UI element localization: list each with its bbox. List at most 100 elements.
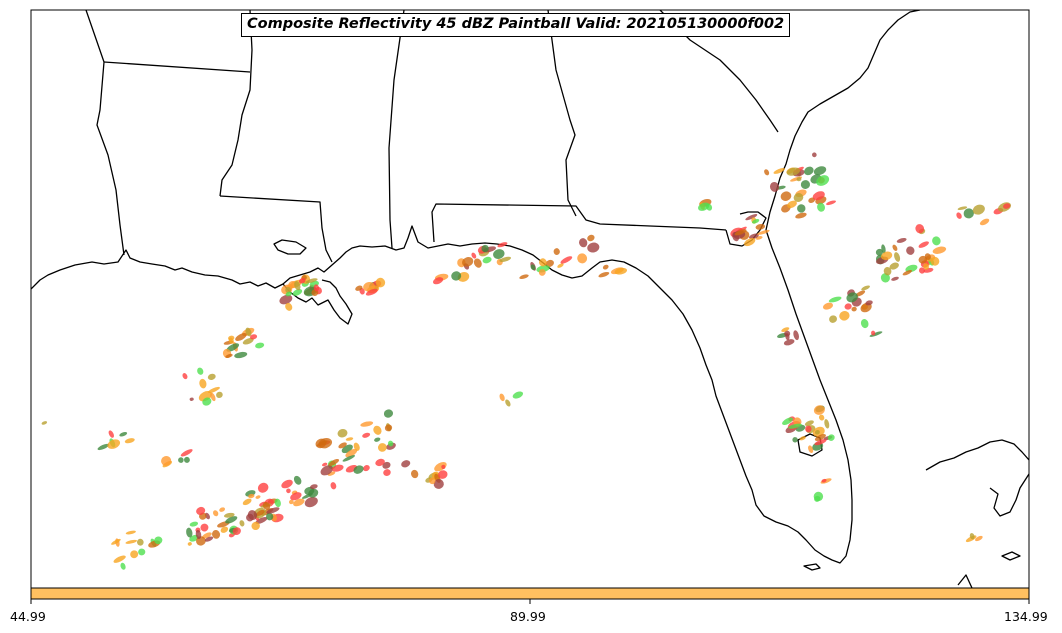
paintball-blob [482, 256, 492, 264]
paintball-blob [512, 391, 524, 399]
paintball-blob [186, 527, 193, 538]
paintball-blob [432, 277, 444, 285]
paintball-blob [310, 484, 318, 490]
paintball-blob [375, 458, 385, 467]
paintball-blob [846, 292, 858, 303]
paintball-blob [919, 267, 926, 274]
alabama-florida-border [431, 203, 727, 243]
paintball-blob [200, 523, 209, 532]
colorbar-tick-label-max: 134.99 [1004, 609, 1048, 624]
paintball-blob [932, 236, 941, 246]
texas-louisiana-border [85, 10, 125, 256]
paintball-blob [957, 206, 968, 211]
arkansas-louisiana-border [103, 61, 251, 73]
paintball-blob [242, 337, 254, 345]
cuba-coastline [925, 439, 1029, 517]
paintball-blob [212, 530, 221, 539]
paintball-blob [338, 442, 347, 449]
paintball-blob [184, 456, 190, 463]
paintball-blob [178, 457, 184, 463]
paintball-blob [429, 477, 436, 485]
paintball-blob [365, 288, 378, 296]
paintball-blob [814, 495, 821, 502]
paintball-blob [773, 168, 785, 174]
paintball-blob [505, 399, 511, 407]
paintball-blob [384, 424, 393, 432]
paintball-blob [473, 258, 482, 268]
paintball-blob [871, 330, 876, 336]
paintball-blob [902, 269, 913, 276]
paintball-blob [785, 333, 790, 341]
paintball-blob [363, 465, 370, 472]
paintball-blob [377, 443, 387, 452]
paintball-blob [225, 516, 238, 524]
paintball-blob [232, 527, 241, 536]
paintball-blob [125, 539, 138, 544]
paintball-blob [286, 488, 291, 494]
paintball-blob [915, 224, 925, 234]
paintball-blob [813, 405, 825, 415]
paintball-blob [321, 462, 328, 467]
paintball-blob [362, 432, 371, 438]
paintball-blob [792, 437, 798, 443]
paintball-blob [353, 465, 364, 474]
paintball-blob [382, 461, 391, 469]
paintball-blob [816, 175, 830, 186]
paintball-blob [374, 437, 381, 442]
paintball-blob [342, 455, 355, 462]
paintball-blob [969, 533, 975, 540]
paintball-blob [199, 378, 207, 389]
paintball-blob [924, 253, 931, 260]
paintball-blob [918, 255, 928, 264]
paintball-blob [493, 249, 505, 259]
paintball-blob [355, 285, 363, 291]
paintball-blob [255, 342, 265, 349]
paintball-blob [383, 469, 391, 477]
paintball-blob [256, 509, 265, 516]
paintball-blob [860, 319, 869, 329]
paintball-blob [880, 273, 890, 283]
paintball-blob [839, 311, 850, 321]
paintball-blob [905, 264, 918, 273]
paintball-blob [814, 434, 826, 441]
paintball-blob [932, 246, 947, 254]
paintball-blob [294, 280, 301, 291]
paintball-blob [249, 334, 258, 340]
paintball-blob [918, 241, 929, 248]
paintball-blob [481, 244, 489, 253]
paintball-blob [786, 167, 801, 176]
paintball-blob [293, 475, 302, 485]
paintball-blob [896, 237, 907, 243]
paintball-blob [279, 294, 293, 305]
paintball-blob [808, 445, 814, 454]
georgia-south-carolina-border [659, 10, 779, 133]
paintball-blob [1003, 203, 1011, 209]
mississippi-alabama-border [388, 10, 405, 249]
paintball-blob [889, 262, 899, 270]
paintball-blob [499, 256, 512, 262]
paintball-blob [41, 421, 48, 425]
paintball-blob [894, 252, 901, 262]
paintball-blob [138, 548, 146, 556]
paintball-blob [266, 512, 274, 521]
paintball-blob [869, 331, 883, 337]
bahamas-island [1001, 551, 1021, 561]
paintball-blob [293, 498, 305, 507]
paintball-blob [972, 204, 985, 215]
paintball-blob [111, 538, 121, 545]
paintball-blob [313, 284, 320, 292]
paintball-blob [800, 180, 811, 189]
paintball-blob [387, 440, 394, 447]
paintball-blob [930, 256, 940, 266]
paintball-blob [262, 501, 271, 510]
paintball-blob [538, 269, 546, 276]
paintball-blob [225, 353, 233, 359]
mississippi-delta [282, 279, 353, 325]
paintball-blob [824, 419, 830, 429]
paintball-blob [189, 397, 194, 401]
paintball-blob [793, 193, 804, 202]
paintball-blob [756, 229, 770, 235]
paintball-blob [906, 246, 915, 255]
paintball-blob [979, 218, 990, 226]
paintball-blob [433, 479, 444, 489]
